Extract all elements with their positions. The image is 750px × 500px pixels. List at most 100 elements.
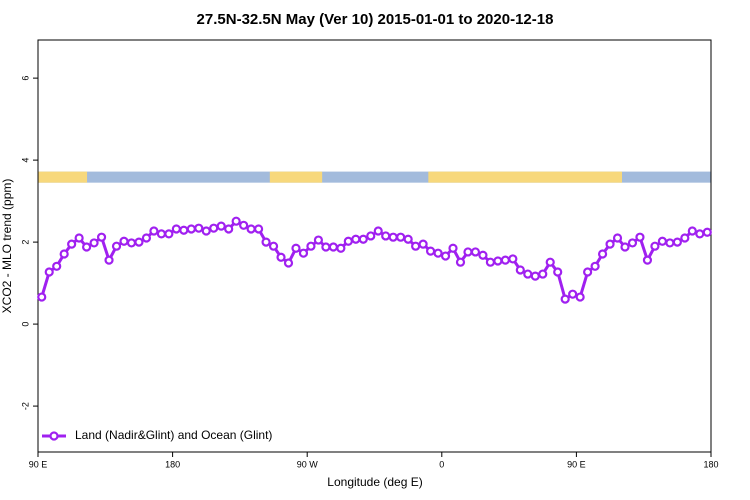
- data-point: [126, 238, 137, 248]
- x-axis-label: Longitude (deg E): [327, 475, 422, 489]
- data-point: [74, 233, 84, 243]
- data-point: [253, 224, 264, 234]
- data-point: [597, 249, 608, 259]
- data-point: [485, 257, 496, 267]
- data-point: [336, 243, 346, 253]
- data-point: [104, 255, 114, 265]
- y-tick-label: -2: [20, 402, 30, 410]
- data-point: [201, 226, 211, 236]
- data-point: [313, 235, 324, 245]
- x-tick-label: 0: [439, 459, 444, 469]
- data-point: [283, 258, 294, 268]
- data-point: [418, 239, 428, 249]
- data-point: [627, 238, 638, 248]
- data-point: [545, 257, 555, 267]
- data-point: [605, 239, 615, 249]
- data-point: [665, 238, 675, 248]
- data-point: [440, 251, 451, 261]
- data-point: [568, 289, 578, 299]
- data-point: [134, 237, 144, 247]
- data-point: [343, 236, 353, 246]
- data-point: [216, 221, 226, 231]
- data-point: [702, 227, 712, 237]
- data-point: [470, 247, 481, 257]
- data-point: [96, 232, 107, 242]
- data-point: [231, 216, 241, 226]
- data-point: [67, 239, 77, 249]
- data-point: [321, 242, 331, 252]
- data-point: [171, 224, 181, 234]
- data-point: [515, 265, 525, 275]
- data-point: [425, 246, 436, 256]
- data-point: [111, 241, 122, 251]
- data-point: [695, 229, 705, 239]
- x-tick-label: 180: [703, 459, 718, 469]
- ocean-strip: [38, 171, 711, 183]
- data-point: [553, 267, 563, 277]
- data-point: [433, 248, 443, 258]
- data-point: [448, 243, 458, 253]
- data-point: [687, 226, 697, 236]
- data-point: [403, 234, 413, 244]
- data-point: [455, 257, 466, 267]
- y-tick-label: 0: [20, 322, 30, 327]
- data-point: [508, 254, 518, 264]
- data-point: [268, 241, 279, 251]
- chart-title: 27.5N-32.5N May (Ver 10) 2015-01-01 to 2…: [197, 11, 554, 28]
- data-point: [538, 269, 548, 279]
- data-point: [276, 252, 286, 262]
- data-point: [306, 241, 316, 251]
- data-point: [179, 225, 189, 235]
- data-point: [209, 223, 219, 233]
- plot-frame: [37, 39, 712, 453]
- x-tick-label: 90 E: [567, 459, 586, 469]
- data-point: [657, 236, 667, 246]
- legend-label: Land (Nadir&Glint) and Ocean (Glint): [75, 428, 272, 442]
- x-tick-label: 180: [165, 459, 180, 469]
- data-point: [358, 234, 368, 244]
- data-point: [642, 255, 653, 265]
- x-tick-label: 90 W: [297, 459, 319, 469]
- data-point: [493, 256, 503, 266]
- data-point: [156, 229, 166, 239]
- data-point: [141, 233, 152, 243]
- x-tick-label: 90 E: [29, 459, 48, 469]
- y-tick-label: 6: [20, 76, 30, 81]
- data-point: [388, 232, 398, 242]
- data-point: [381, 231, 391, 241]
- data-point: [119, 236, 129, 246]
- data-point: [650, 241, 660, 251]
- data-point: [246, 224, 256, 234]
- data-point: [44, 267, 54, 277]
- data-point: [239, 220, 249, 230]
- data-point: [590, 261, 600, 271]
- data-point: [612, 233, 623, 243]
- data-point: [186, 224, 196, 234]
- data-point: [680, 233, 690, 243]
- data-point: [583, 267, 593, 277]
- data-point: [52, 261, 62, 271]
- data-point: [523, 269, 533, 279]
- data-point: [59, 249, 69, 259]
- data-point: [37, 292, 47, 302]
- data-point: [366, 231, 376, 241]
- data-point: [463, 247, 473, 257]
- data-point: [620, 242, 630, 252]
- data-point: [351, 234, 361, 244]
- data-point: [164, 229, 174, 239]
- y-tick-label: 4: [20, 158, 30, 163]
- y-tick-label: 2: [20, 240, 30, 245]
- data-point: [396, 232, 406, 242]
- data-point: [560, 294, 570, 304]
- land-segment: [269, 171, 323, 183]
- data-point: [261, 237, 271, 247]
- data-point: [291, 243, 301, 253]
- y-axis-label: XCO2 - MLO trend (ppm): [0, 179, 14, 314]
- data-point: [373, 226, 383, 236]
- data-point: [298, 248, 309, 258]
- data-point: [575, 292, 585, 302]
- data-point: [635, 232, 645, 242]
- data-point: [411, 241, 421, 251]
- land-segment: [428, 171, 623, 183]
- data-point: [194, 223, 204, 233]
